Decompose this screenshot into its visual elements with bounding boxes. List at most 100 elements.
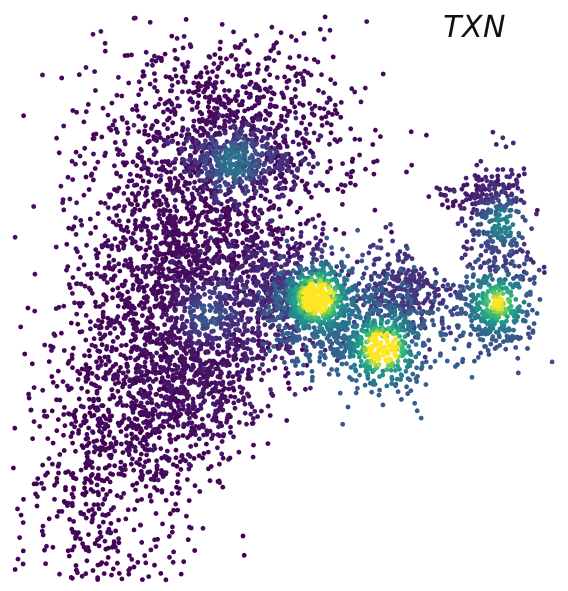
cell-point bbox=[177, 335, 183, 341]
cell-point bbox=[247, 71, 253, 77]
cell-point bbox=[265, 403, 271, 409]
cell-point bbox=[209, 362, 215, 367]
cell-point bbox=[285, 243, 291, 249]
cell-point bbox=[256, 306, 262, 312]
cell-point bbox=[98, 448, 103, 453]
cell-point bbox=[104, 280, 110, 285]
cell-point bbox=[158, 303, 164, 309]
cell-point bbox=[472, 195, 478, 201]
cell-point bbox=[385, 266, 391, 272]
cell-point bbox=[115, 293, 121, 299]
cell-point bbox=[225, 412, 231, 418]
cell-point bbox=[247, 81, 253, 87]
cell-point bbox=[228, 424, 233, 430]
cell-point bbox=[158, 571, 164, 576]
cell-point bbox=[289, 34, 294, 39]
cell-point bbox=[211, 358, 217, 364]
cell-point bbox=[46, 456, 52, 461]
cell-point bbox=[191, 124, 196, 129]
cell-point bbox=[185, 127, 191, 133]
cell-point bbox=[170, 224, 175, 229]
cell-point bbox=[239, 390, 245, 395]
cell-point bbox=[160, 256, 165, 262]
cell-point bbox=[146, 239, 152, 245]
cell-point bbox=[247, 347, 253, 352]
cell-point bbox=[158, 266, 164, 271]
cell-point bbox=[130, 381, 136, 387]
cell-point bbox=[266, 304, 272, 309]
cell-point bbox=[116, 536, 121, 541]
cell-point bbox=[20, 520, 26, 525]
cell-point bbox=[203, 80, 209, 86]
cell-point bbox=[240, 123, 246, 128]
cell-point bbox=[293, 115, 299, 121]
cell-point bbox=[165, 126, 170, 132]
cell-point bbox=[215, 361, 221, 367]
cell-point bbox=[300, 75, 306, 81]
cell-point bbox=[174, 370, 180, 376]
cell-point bbox=[125, 262, 131, 267]
cell-point bbox=[269, 90, 275, 96]
cell-point bbox=[125, 369, 131, 374]
cell-point bbox=[201, 209, 207, 215]
cell-point bbox=[456, 323, 461, 329]
cell-point bbox=[129, 268, 135, 274]
cell-point bbox=[178, 571, 184, 577]
cell-point bbox=[73, 448, 78, 454]
cell-point bbox=[52, 496, 57, 502]
cell-point bbox=[301, 82, 307, 87]
cell-point bbox=[173, 156, 179, 162]
cell-point bbox=[184, 351, 189, 356]
cell-point bbox=[164, 307, 170, 313]
cell-point bbox=[196, 382, 202, 388]
cell-point bbox=[62, 405, 67, 410]
cell-point bbox=[206, 54, 212, 59]
cell-point bbox=[78, 281, 84, 287]
cell-point bbox=[243, 293, 249, 298]
cell-point bbox=[61, 432, 66, 438]
cell-point bbox=[232, 96, 238, 102]
cell-point bbox=[136, 191, 141, 197]
cell-point bbox=[168, 169, 174, 175]
cell-point bbox=[259, 348, 264, 354]
cell-point bbox=[203, 332, 208, 338]
cell-point bbox=[260, 143, 265, 149]
cell-point bbox=[234, 223, 239, 229]
cell-point bbox=[207, 114, 213, 119]
cell-point bbox=[143, 425, 149, 430]
cell-point bbox=[292, 87, 298, 92]
cell-point bbox=[160, 347, 165, 353]
cell-point bbox=[204, 441, 209, 447]
cell-point bbox=[147, 494, 153, 499]
cell-point bbox=[254, 281, 260, 287]
cell-point bbox=[329, 251, 335, 256]
cell-point bbox=[171, 507, 177, 513]
cell-point bbox=[183, 284, 189, 290]
cell-point bbox=[65, 469, 71, 474]
cell-point bbox=[107, 413, 113, 419]
cell-point bbox=[201, 381, 207, 387]
cell-point bbox=[245, 371, 251, 377]
cell-point bbox=[35, 494, 40, 499]
cell-point bbox=[127, 355, 133, 361]
cell-point bbox=[144, 442, 150, 447]
cell-point bbox=[102, 265, 108, 271]
cell-point bbox=[321, 106, 327, 112]
cell-point bbox=[430, 303, 435, 309]
cell-point bbox=[173, 501, 179, 507]
cell-point bbox=[217, 183, 223, 189]
cell-point bbox=[345, 404, 351, 410]
cell-point bbox=[185, 201, 190, 207]
cell-point bbox=[190, 196, 196, 202]
cell-point bbox=[268, 205, 273, 211]
cell-point bbox=[342, 183, 348, 188]
cell-point bbox=[200, 189, 206, 195]
cell-point bbox=[61, 348, 67, 353]
cell-point bbox=[235, 346, 240, 352]
cell-point bbox=[88, 319, 93, 325]
cell-point bbox=[159, 299, 165, 305]
cell-point bbox=[189, 191, 195, 197]
cell-point bbox=[256, 100, 262, 106]
cell-point bbox=[81, 404, 86, 410]
